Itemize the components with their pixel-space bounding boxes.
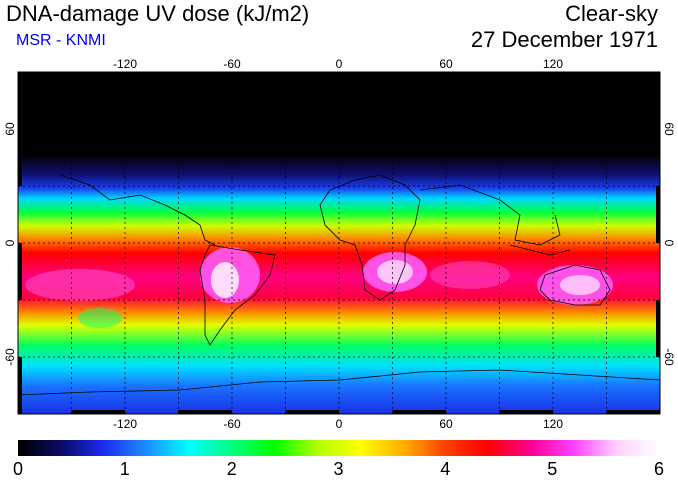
- coast-indonesia: [509, 244, 571, 256]
- lon-tick-label: 0: [336, 57, 343, 71]
- lat-ticks-right: 60 0 -60: [662, 122, 676, 366]
- coast-australia: [539, 264, 611, 306]
- lon-tick-label: 60: [439, 57, 453, 71]
- colorbar-tick-label: 3: [333, 459, 343, 479]
- lon-ticks-top: -120 -60 0 60 120: [113, 57, 563, 71]
- colorbar-tick-label: 0: [13, 459, 23, 479]
- lon-tick-label: 120: [543, 57, 563, 71]
- lat-tick-label: 60: [662, 122, 676, 136]
- lat-tick-label: 60: [3, 122, 17, 136]
- lon-tick-label: -120: [113, 57, 137, 71]
- lon-tick-label: -60: [223, 57, 241, 71]
- colorbar: 0 1 2 3 4 5 6: [13, 440, 664, 479]
- hotspot-pacific: [25, 269, 135, 301]
- hotspot-australia-peak: [560, 275, 600, 295]
- colorbar-ticks: 0 1 2 3 4 5 6: [13, 459, 664, 479]
- sky-condition-label: Clear-sky: [565, 1, 658, 26]
- hotspot-indian-ocean: [430, 261, 510, 289]
- coast-north-america: [59, 174, 216, 246]
- coast-asia: [419, 184, 561, 246]
- lat-tick-label: 0: [662, 240, 676, 247]
- source-label: MSR - KNMI: [16, 32, 106, 49]
- lon-tick-label: 60: [439, 417, 453, 431]
- lat-tick-label: -60: [3, 348, 17, 366]
- hotspot-south-america-peak: [211, 262, 239, 298]
- uv-hotspots: [25, 247, 613, 328]
- map-frame: [17, 71, 661, 415]
- coast-africa: [319, 174, 421, 301]
- colorbar-tick-label: 5: [547, 459, 557, 479]
- date-label: 27 December 1971: [470, 27, 658, 52]
- lon-tick-label: 120: [543, 417, 563, 431]
- lat-tick-label: 0: [3, 239, 17, 246]
- coast-south-america: [199, 244, 276, 346]
- colorbar-tick-label: 2: [227, 459, 237, 479]
- cloud-pacific: [78, 308, 122, 328]
- lon-ticks-bottom: -120 -60 0 60 120: [113, 417, 563, 431]
- graticule: [18, 72, 660, 414]
- colorbar-tick-label: 1: [120, 459, 130, 479]
- chart-title: DNA-damage UV dose (kJ/m2): [6, 1, 310, 26]
- lon-tick-label: -60: [223, 417, 241, 431]
- hotspot-southern-africa-peak: [377, 260, 413, 284]
- lat-tick-label: -60: [662, 348, 676, 366]
- colorbar-tick-label: 4: [440, 459, 450, 479]
- colorbar-bar: [18, 440, 659, 456]
- lon-tick-label: -120: [113, 417, 137, 431]
- colorbar-tick-label: 6: [654, 459, 664, 479]
- lat-ticks-left: 60 0 -60: [3, 122, 17, 366]
- map-panel: -120 -60 0 60 120 -120 -60 0 60 120 60 0…: [3, 57, 676, 431]
- lon-tick-label: 0: [336, 417, 343, 431]
